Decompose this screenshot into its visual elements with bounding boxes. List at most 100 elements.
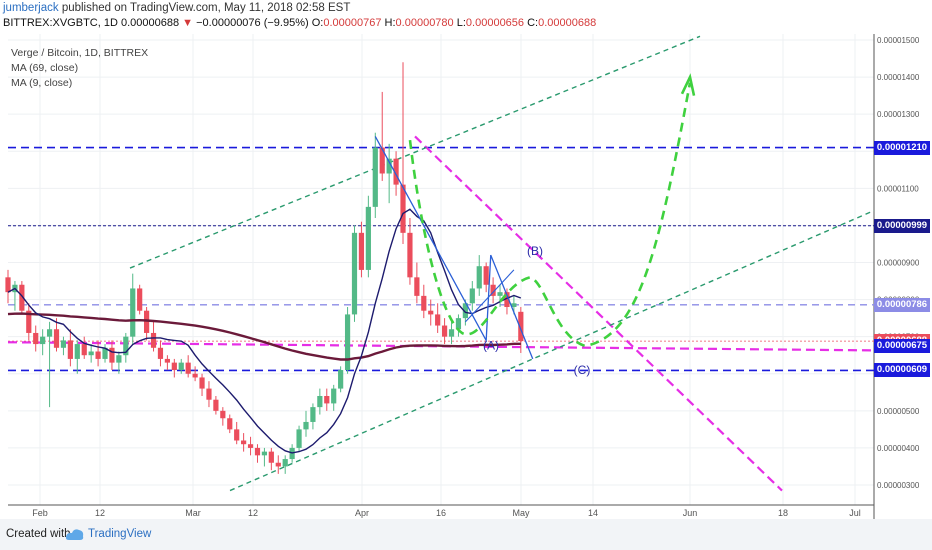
candle[interactable] <box>53 318 60 352</box>
candle[interactable] <box>137 284 143 315</box>
candle[interactable] <box>67 329 73 367</box>
green-forecast-arrowhead <box>680 73 696 96</box>
created-with-text: Created with <box>6 528 71 540</box>
candle[interactable] <box>192 366 198 382</box>
candle[interactable] <box>310 403 316 430</box>
candle[interactable] <box>414 262 420 304</box>
candle[interactable] <box>358 221 365 278</box>
ma9-legend[interactable]: MA (9, close) <box>11 77 73 89</box>
price-chart[interactable]: 0.000003000.000004000.000005000.00000600… <box>0 34 932 519</box>
candle[interactable] <box>386 143 392 204</box>
candle[interactable] <box>317 388 323 415</box>
down-arrow-icon: ▼ <box>182 17 194 29</box>
high-label: H: <box>384 17 396 29</box>
chart-header: jumberjack published on TradingView.com,… <box>0 0 932 34</box>
candle[interactable] <box>157 340 164 367</box>
x-tick-label: 18 <box>778 508 788 518</box>
candle[interactable] <box>116 351 122 374</box>
y-tick-label: 0.00000500 <box>877 407 920 416</box>
open-label: O: <box>311 17 324 29</box>
candle[interactable] <box>469 281 475 311</box>
candle[interactable] <box>351 225 358 322</box>
candle[interactable] <box>448 321 455 345</box>
candle[interactable] <box>338 366 344 393</box>
candle[interactable] <box>241 433 247 452</box>
candle[interactable] <box>303 410 309 437</box>
candle[interactable] <box>331 384 337 411</box>
ma69-legend[interactable]: MA (69, close) <box>11 62 79 74</box>
candle[interactable] <box>441 318 448 345</box>
candle[interactable] <box>435 303 441 333</box>
candle[interactable] <box>497 284 503 307</box>
candle[interactable] <box>206 381 212 408</box>
x-tick-label: 12 <box>248 508 258 518</box>
candle[interactable] <box>282 455 288 474</box>
candle[interactable] <box>95 340 101 367</box>
candle[interactable] <box>46 321 53 408</box>
candle[interactable] <box>178 358 184 374</box>
candle[interactable] <box>421 284 427 319</box>
candle[interactable] <box>268 447 274 471</box>
candle[interactable] <box>185 355 191 378</box>
y-tick-label: 0.00000900 <box>877 259 920 268</box>
candle[interactable] <box>483 262 489 293</box>
candle[interactable] <box>130 273 136 345</box>
published-text: published on TradingView.com, May 11, 20… <box>61 2 351 14</box>
candle[interactable] <box>33 325 39 352</box>
candle[interactable] <box>476 255 482 296</box>
x-tick-label: 16 <box>436 508 446 518</box>
ohlc-line: BITTREX:XVGBTC, 1D 0.00000688 ▼ −0.00000… <box>3 17 596 29</box>
low-value: 0.00000656 <box>465 17 525 29</box>
candle[interactable] <box>144 307 150 341</box>
candle[interactable] <box>40 329 46 356</box>
candle[interactable] <box>109 340 115 371</box>
candle[interactable] <box>455 314 462 337</box>
candle[interactable] <box>324 388 330 411</box>
y-tick-label: 0.00001100 <box>877 184 919 193</box>
candle[interactable] <box>490 277 496 304</box>
tradingview-logo-icon <box>66 529 84 540</box>
author-link[interactable]: jumberjack <box>3 2 59 14</box>
ma69-line <box>7 312 521 361</box>
chart-title: Verge / Bitcoin, 1D, BITTREX <box>11 47 149 59</box>
candle[interactable] <box>5 269 11 304</box>
candle[interactable] <box>365 195 371 278</box>
candle[interactable] <box>275 455 281 474</box>
candle[interactable] <box>220 407 226 426</box>
candle[interactable] <box>88 344 94 363</box>
candle[interactable] <box>234 421 240 445</box>
candle[interactable] <box>213 396 219 415</box>
y-tick-label: 0.00001300 <box>877 110 920 119</box>
candle[interactable] <box>227 414 233 434</box>
candle[interactable] <box>19 281 25 315</box>
candle[interactable] <box>379 91 385 181</box>
candle[interactable] <box>81 336 87 359</box>
candle[interactable] <box>247 436 254 456</box>
tradingview-brand[interactable]: TradingView <box>88 528 152 540</box>
candle[interactable] <box>428 299 434 326</box>
candle[interactable] <box>344 307 351 374</box>
x-tick-label: Jun <box>683 508 698 518</box>
candle[interactable] <box>372 132 378 218</box>
candle[interactable] <box>60 336 67 356</box>
candle[interactable] <box>74 340 80 374</box>
candle[interactable] <box>254 444 261 463</box>
candle[interactable] <box>407 218 413 285</box>
close-label: C: <box>527 17 539 29</box>
y-tick-label: 0.00001400 <box>877 73 920 82</box>
candle[interactable] <box>26 303 32 341</box>
candle[interactable] <box>504 288 510 315</box>
wave-label-b: (B) <box>527 244 543 258</box>
candle[interactable] <box>199 373 205 396</box>
candle[interactable] <box>171 358 177 378</box>
y-tick-label: 0.00000300 <box>877 481 920 490</box>
candle[interactable] <box>296 425 302 452</box>
candle[interactable] <box>150 321 157 352</box>
y-tick-label: 0.00000400 <box>877 444 920 453</box>
candle[interactable] <box>261 447 268 467</box>
price-label-box: 0.00000786 <box>874 297 930 312</box>
candle[interactable] <box>123 332 129 363</box>
candle[interactable] <box>102 344 108 363</box>
price-label-box: 0.00001210 <box>874 140 930 155</box>
candle[interactable] <box>164 355 170 371</box>
